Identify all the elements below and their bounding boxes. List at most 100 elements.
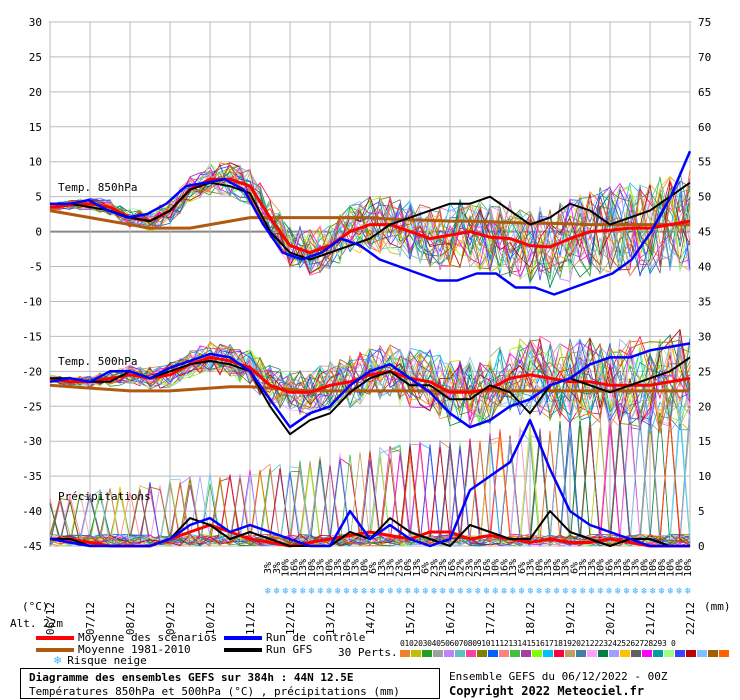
left-tick-label: 30: [29, 16, 42, 29]
snowflake-icon: ❄: [300, 586, 307, 597]
pert-color-swatch: [532, 650, 542, 657]
snow-risk-pct: 10%: [534, 559, 545, 577]
left-axis-label: (°C): [22, 600, 49, 613]
left-tick-label: 20: [29, 86, 42, 99]
snow-risk-pct: 16%: [604, 559, 615, 577]
series-t850-line: [50, 150, 692, 296]
pert-color-swatch: [609, 650, 619, 657]
snowflake-icon: ❄: [624, 586, 631, 597]
snow-risk-pct: 13%: [351, 559, 362, 577]
legend: Moyenne des scénarios Moyenne 1981-2010 …: [20, 626, 390, 667]
footer-title: Diagramme des ensembles GEFS sur 384h : …: [29, 671, 354, 684]
pert-color-swatch: [510, 650, 520, 657]
perts-numbers: 0102030405060708091011121314151617181920…: [400, 639, 676, 648]
pert-color-swatch: [433, 650, 443, 657]
footer-box: Diagramme des ensembles GEFS sur 384h : …: [20, 668, 440, 699]
series-t500-line: [49, 355, 691, 394]
snow-risk-pct: 10%: [342, 559, 353, 577]
altitude-label: Alt. 22m: [10, 617, 63, 630]
ensemble-member-line: [49, 162, 691, 281]
snow-risk-pct: 23%: [429, 559, 440, 577]
snow-risk-pct: 13%: [386, 559, 397, 577]
snow-risk-pct: 13%: [613, 559, 624, 577]
ensemble-member-line: [49, 175, 691, 281]
snow-risk-pct: 13%: [298, 559, 309, 577]
snowflake-icon: ❄: [405, 586, 412, 597]
legend-control-swatch: [224, 636, 262, 640]
snowflake-icon: ❄: [54, 653, 62, 667]
snowflake-icon: ❄: [291, 586, 298, 597]
snowflake-icon: ❄: [562, 586, 569, 597]
snowflake-icon: ❄: [492, 586, 499, 597]
snow-risk-pct: 13%: [587, 559, 598, 577]
ensemble-member-line: [49, 341, 691, 434]
right-tick-label: 0: [698, 540, 705, 553]
snowflake-icon: ❄: [641, 586, 648, 597]
pert-color-swatch: [675, 650, 685, 657]
x-tick-label: 14/12: [364, 602, 377, 635]
snow-risk-pct: 23%: [438, 559, 449, 577]
snowflake-icon: ❄: [309, 586, 316, 597]
snowflake-icon: ❄: [519, 586, 526, 597]
snowflake-icon: ❄: [396, 586, 403, 597]
ensemble-member-line: [49, 340, 691, 426]
series-t850-line: [49, 209, 690, 230]
legend-mean-label: Moyenne des scénarios: [78, 631, 218, 644]
pert-color-swatch: [631, 650, 641, 657]
left-tick-label: -30: [22, 435, 42, 448]
snowflake-icon: ❄: [554, 586, 561, 597]
pert-color-swatch: [620, 650, 630, 657]
snow-risk-pct: 10%: [324, 559, 335, 577]
pert-color-swatch: [664, 650, 674, 657]
snowflake-icon: ❄: [606, 586, 613, 597]
snowflake-icon: ❄: [457, 586, 464, 597]
right-tick-label: 20: [698, 400, 711, 413]
snow-risk-pct: 10%: [639, 559, 650, 577]
perts-color-swatches: [400, 650, 730, 657]
x-tick-label: 09/12: [164, 602, 177, 635]
snow-risk-pct: 13%: [631, 559, 642, 577]
snow-risk-pct: 6%: [517, 562, 528, 574]
snowflake-icon: ❄: [527, 586, 534, 597]
snow-risk-pct: 6%: [421, 562, 432, 574]
snowflake-icon: ❄: [282, 586, 289, 597]
snow-risk-pct: 23%: [394, 559, 405, 577]
snowflake-icon: ❄: [265, 586, 272, 597]
legend-snow: ❄ Risque neige: [54, 653, 147, 667]
snowflake-icon: ❄: [335, 586, 342, 597]
x-tick-label: 20/12: [604, 602, 617, 635]
pert-color-swatch: [422, 650, 432, 657]
x-tick-label: 15/12: [404, 602, 417, 635]
snow-risk-pct: 13%: [316, 559, 327, 577]
pert-color-swatch: [477, 650, 487, 657]
right-tick-label: 15: [698, 435, 711, 448]
left-tick-label: 15: [29, 121, 42, 134]
snowflake-icon: ❄: [422, 586, 429, 597]
right-tick-label: 35: [698, 295, 711, 308]
snow-risk-pct: 10%: [359, 559, 370, 577]
snow-risk-pct: 10%: [596, 559, 607, 577]
pert-color-swatch: [554, 650, 564, 657]
snowflake-icon: ❄: [589, 586, 596, 597]
snow-risk-pct: 10%: [666, 559, 677, 577]
x-tick-label: 12/12: [284, 602, 297, 635]
legend-gfs-swatch: [224, 648, 262, 652]
snowflake-icon: ❄: [501, 586, 508, 597]
snowflake-icon: ❄: [510, 586, 517, 597]
snow-risk-pct: 10%: [491, 559, 502, 577]
snowflake-icon: ❄: [676, 586, 683, 597]
left-tick-label: 25: [29, 51, 42, 64]
ensemble-member-line: [49, 336, 691, 430]
legend-control: Run de contrôle: [224, 631, 365, 644]
snow-risk-pct: 6%: [368, 562, 379, 574]
snowflake-icon: ❄: [545, 586, 552, 597]
snow-risk-pct: 23%: [464, 559, 475, 577]
x-tick-label: 10/12: [204, 602, 217, 635]
snow-risk-pct: 10%: [403, 559, 414, 577]
snow-risk-pct: 10%: [657, 559, 668, 577]
right-tick-label: 10: [698, 470, 711, 483]
snow-risk-pct: 32%: [456, 559, 467, 577]
snow-risk-pct: 3%: [272, 562, 283, 574]
footer-subtitle: Températures 850hPa et 500hPa (°C) , pré…: [29, 685, 400, 698]
snowflake-icon: ❄: [685, 586, 692, 597]
